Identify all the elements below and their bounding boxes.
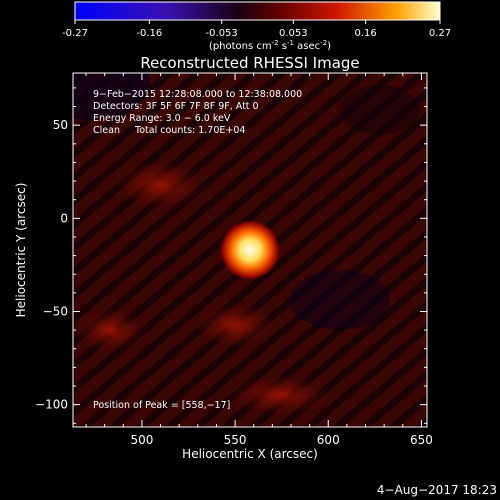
y-tick-label: −50 <box>43 304 68 318</box>
x-axis: 500 550 600 650 <box>85 73 433 447</box>
colorbar-tick-label: -0.27 <box>62 28 88 39</box>
colorbar-gradient <box>74 1 441 21</box>
x-tick-label: 600 <box>317 433 340 447</box>
secondary-emission <box>195 303 275 347</box>
emission-blob-2 <box>230 375 330 415</box>
info-line-detectors: Detectors: 3F 5F 6F 7F 8F 9F, Att 0 <box>93 101 259 112</box>
dark-region-2 <box>290 270 390 330</box>
colorbar-tick-label: 0.053 <box>279 28 308 39</box>
dark-region-3 <box>340 85 420 135</box>
colorbar: -0.27 -0.16 -0.053 0.053 0.16 0.27 (photons c… <box>62 1 451 52</box>
info-line-energy: Energy Range: 3.0 − 6.0 keV <box>93 113 231 124</box>
x-axis-label: Heliocentric X (arcsec) <box>182 447 318 461</box>
heatmap-image <box>73 73 427 427</box>
y-tick-label: 50 <box>53 118 68 132</box>
plot-frame <box>72 72 428 428</box>
y-tick-label: 0 <box>60 211 68 225</box>
colorbar-tick-label: 0.27 <box>429 28 451 39</box>
info-line-clean: Clean Total counts: 1.70E+04 <box>93 125 245 136</box>
dark-region-1 <box>73 73 150 120</box>
y-tick-label: −100 <box>35 398 68 412</box>
peak-position-text: Position of Peak = [558,−17] <box>93 400 230 411</box>
peak-source <box>220 220 280 280</box>
colorbar-units: (photons cm-2 s-1 asec-2) <box>209 39 331 52</box>
colorbar-tick-label: 0.16 <box>355 28 377 39</box>
x-tick-label: 650 <box>410 433 433 447</box>
footer-timestamp: 4−Aug−2017 18:23 <box>377 483 497 497</box>
x-tick-label: 550 <box>224 433 247 447</box>
y-axis: 50 0 −50 −100 <box>35 87 427 424</box>
colorbar-tick-label: -0.16 <box>136 28 162 39</box>
y-axis-label: Heliocentric Y (arcsec) <box>14 183 28 318</box>
emission-blob-4 <box>75 308 145 352</box>
info-annotation: 9−Feb−2015 12:28:08.000 to 12:38:08.000 … <box>93 89 302 136</box>
colorbar-tick-label: -0.053 <box>206 28 238 39</box>
chart-title: Reconstructed RHESSI Image <box>140 54 359 72</box>
info-line-time: 9−Feb−2015 12:28:08.000 to 12:38:08.000 <box>93 89 302 100</box>
colorbar-ticks: -0.27 -0.16 -0.053 0.053 0.16 0.27 <box>62 20 451 39</box>
emission-blob-3 <box>115 160 205 210</box>
x-tick-label: 500 <box>130 433 153 447</box>
